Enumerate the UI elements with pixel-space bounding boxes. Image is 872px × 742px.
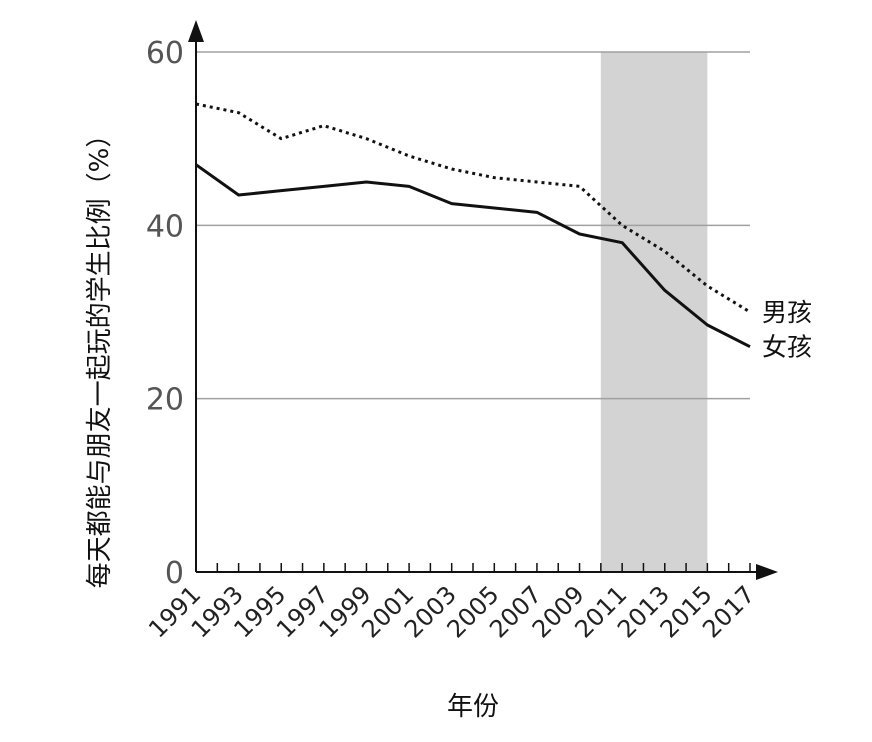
x-axis-arrow <box>756 564 778 580</box>
axes <box>188 20 778 580</box>
y-ticks: 0 20 40 60 <box>146 36 184 591</box>
y-axis-arrow <box>188 20 204 42</box>
y-tick-label: 40 <box>146 209 184 244</box>
series-label-1: 男孩 <box>762 298 812 327</box>
y-axis-title: 每天都能与朋友一起玩的学生比例（%） <box>85 122 115 589</box>
series-line-2 <box>195 163 751 349</box>
series-label-2: 女孩 <box>762 333 812 362</box>
gridlines <box>196 51 750 400</box>
y-tick-label: 0 <box>165 556 184 591</box>
series-line-1 <box>195 102 751 314</box>
y-tick-label: 20 <box>146 383 184 418</box>
x-ticks: 1991199319951997199920012003200520072009… <box>143 563 760 643</box>
x-axis-title: 年份 <box>447 692 499 722</box>
y-tick-label: 60 <box>146 36 184 71</box>
